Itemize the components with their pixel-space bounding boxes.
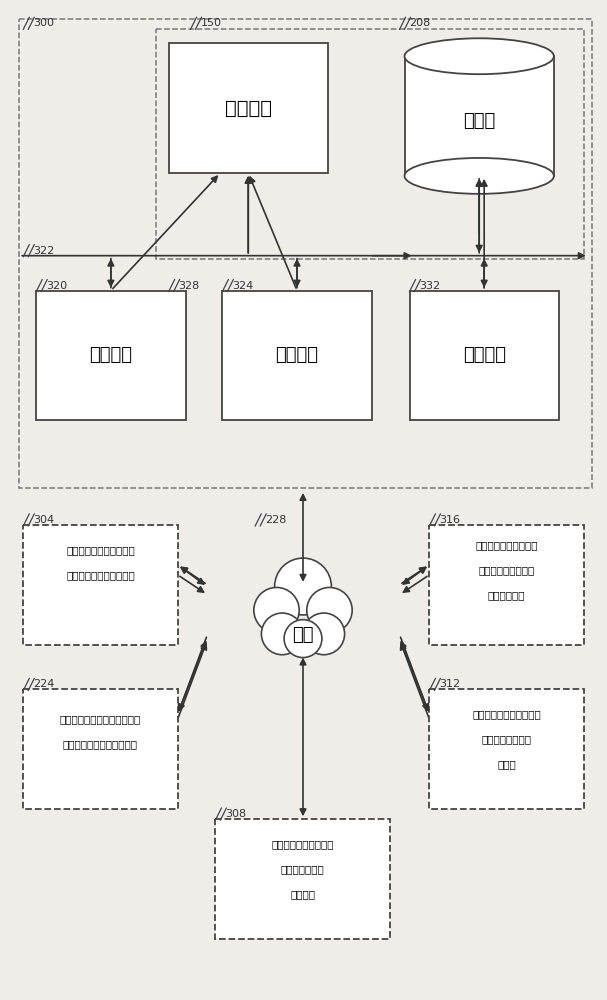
Text: 328: 328 bbox=[178, 281, 200, 291]
Text: 运输模块: 运输模块 bbox=[225, 99, 272, 118]
Text: （一口服务器）: （一口服务器） bbox=[280, 864, 324, 874]
Ellipse shape bbox=[404, 38, 554, 74]
Text: （一）: （一） bbox=[497, 759, 516, 769]
Text: 324: 324 bbox=[232, 281, 254, 291]
Text: 320: 320 bbox=[46, 281, 67, 291]
Text: 228: 228 bbox=[265, 515, 287, 525]
Bar bbox=[404, 56, 554, 176]
Text: 308: 308 bbox=[225, 809, 246, 819]
Text: 208: 208 bbox=[410, 18, 431, 28]
Ellipse shape bbox=[404, 158, 554, 194]
Circle shape bbox=[274, 558, 331, 615]
Bar bbox=[19, 19, 592, 488]
Text: （一个或多个通信设备）: （一个或多个通信设备） bbox=[472, 709, 541, 719]
Bar bbox=[169, 43, 328, 173]
Bar bbox=[23, 525, 178, 645]
Text: （一个通信设备）: （一个通信设备） bbox=[481, 734, 532, 744]
Circle shape bbox=[254, 587, 299, 633]
Circle shape bbox=[307, 587, 352, 633]
Text: （一个或多个第三方信源）: （一个或多个第三方信源） bbox=[63, 739, 138, 749]
Text: （一器）: （一器） bbox=[290, 889, 315, 899]
Text: 网络: 网络 bbox=[292, 626, 314, 644]
Circle shape bbox=[284, 620, 322, 658]
Bar bbox=[410, 291, 559, 420]
Text: 数据库: 数据库 bbox=[463, 112, 495, 130]
Text: 316: 316 bbox=[439, 515, 460, 525]
Text: 透视模块: 透视模块 bbox=[89, 346, 132, 364]
Text: 150: 150 bbox=[200, 18, 222, 28]
Bar bbox=[36, 291, 186, 420]
Text: （一个成员）: （一个成员） bbox=[488, 590, 525, 600]
Text: （一个或多个搜索引擎）: （一个或多个搜索引擎） bbox=[66, 570, 135, 580]
Text: 300: 300 bbox=[33, 18, 54, 28]
Bar bbox=[155, 29, 584, 259]
Circle shape bbox=[262, 613, 303, 655]
Text: （一个或多个可访问信息源）: （一个或多个可访问信息源） bbox=[60, 714, 141, 724]
Text: 312: 312 bbox=[439, 679, 461, 689]
Text: 224: 224 bbox=[33, 679, 55, 689]
Text: （一个监控服务器）: （一个监控服务器） bbox=[478, 565, 535, 575]
Text: （一个或多个服务器）: （一个或多个服务器） bbox=[475, 540, 538, 550]
Bar bbox=[429, 689, 584, 809]
Bar bbox=[23, 689, 178, 809]
Text: 332: 332 bbox=[419, 281, 441, 291]
Bar bbox=[215, 819, 390, 939]
Text: 安全模块: 安全模块 bbox=[463, 346, 506, 364]
Text: 304: 304 bbox=[33, 515, 55, 525]
Bar bbox=[222, 291, 371, 420]
Text: （一个或多个服务器）: （一个或多个服务器） bbox=[271, 839, 334, 849]
Bar bbox=[429, 525, 584, 645]
Text: 322: 322 bbox=[33, 246, 55, 256]
Bar bbox=[405, 56, 553, 92]
Text: 曝光模块: 曝光模块 bbox=[276, 346, 319, 364]
Text: （一个或多个搜索引擎）: （一个或多个搜索引擎） bbox=[66, 545, 135, 555]
Circle shape bbox=[303, 613, 345, 655]
